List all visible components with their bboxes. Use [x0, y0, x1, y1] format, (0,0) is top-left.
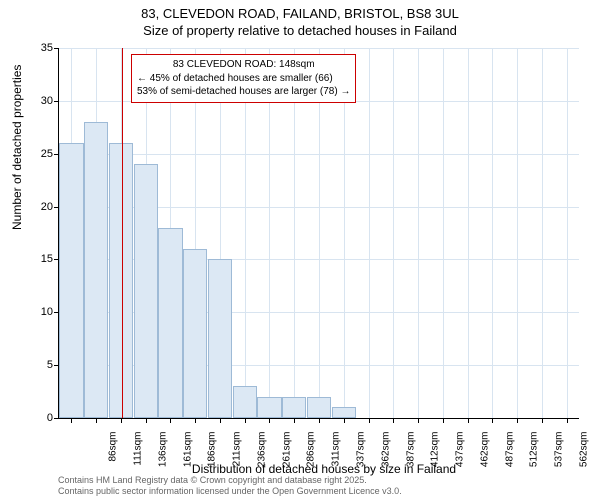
gridline-v: [492, 48, 493, 418]
gridline-v: [294, 48, 295, 418]
xtick-mark: [517, 418, 518, 423]
chart-area: 0510152025303586sqm111sqm136sqm161sqm186…: [58, 48, 578, 418]
gridline-v: [393, 48, 394, 418]
chart-container: 83, CLEVEDON ROAD, FAILAND, BRISTOL, BS8…: [0, 0, 600, 500]
xtick-mark: [170, 418, 171, 423]
xtick-mark: [443, 418, 444, 423]
bar: [158, 228, 182, 418]
xtick-mark: [96, 418, 97, 423]
gridline-v: [269, 48, 270, 418]
ytick-label: 5: [31, 359, 53, 371]
gridline-v: [443, 48, 444, 418]
ytick-label: 30: [31, 95, 53, 107]
xtick-mark: [369, 418, 370, 423]
bar: [233, 386, 257, 418]
annot-line3: 53% of semi-detached houses are larger (…: [137, 85, 350, 99]
bar: [332, 407, 356, 418]
xtick-mark: [269, 418, 270, 423]
annotation-box: 83 CLEVEDON ROAD: 148sqm← 45% of detache…: [131, 54, 356, 103]
gridline-v: [517, 48, 518, 418]
xtick-mark: [393, 418, 394, 423]
chart-title: 83, CLEVEDON ROAD, FAILAND, BRISTOL, BS8…: [0, 0, 600, 40]
xtick-mark: [245, 418, 246, 423]
ytick-label: 25: [31, 148, 53, 160]
ytick-label: 20: [31, 201, 53, 213]
ytick-mark: [54, 418, 59, 419]
footer-line2: Contains public sector information licen…: [58, 486, 402, 496]
gridline-v: [319, 48, 320, 418]
ytick-mark: [54, 101, 59, 102]
xtick-mark: [146, 418, 147, 423]
ytick-label: 15: [31, 253, 53, 265]
title-line1: 83, CLEVEDON ROAD, FAILAND, BRISTOL, BS8…: [141, 6, 459, 21]
xtick-mark: [71, 418, 72, 423]
gridline-v: [567, 48, 568, 418]
y-axis-label: Number of detached properties: [10, 65, 24, 230]
xtick-mark: [220, 418, 221, 423]
bar: [257, 397, 281, 418]
bar: [208, 259, 232, 418]
bar: [282, 397, 306, 418]
reference-line: [122, 48, 123, 418]
bar: [109, 143, 133, 418]
gridline-v: [418, 48, 419, 418]
xtick-mark: [542, 418, 543, 423]
xtick-mark: [418, 418, 419, 423]
gridline-v: [542, 48, 543, 418]
annot-line2: ← 45% of detached houses are smaller (66…: [137, 72, 350, 86]
ytick-label: 0: [31, 412, 53, 424]
bar: [134, 164, 158, 418]
xtick-mark: [195, 418, 196, 423]
footer-line1: Contains HM Land Registry data © Crown c…: [58, 475, 367, 485]
gridline-v: [468, 48, 469, 418]
ytick-mark: [54, 48, 59, 49]
xtick-mark: [294, 418, 295, 423]
bar: [307, 397, 331, 418]
ytick-label: 35: [31, 42, 53, 54]
xtick-mark: [344, 418, 345, 423]
bar: [59, 143, 83, 418]
bar: [84, 122, 108, 418]
xtick-mark: [492, 418, 493, 423]
annot-line1: 83 CLEVEDON ROAD: 148sqm: [137, 58, 350, 72]
gridline-v: [369, 48, 370, 418]
xtick-mark: [567, 418, 568, 423]
xtick-mark: [319, 418, 320, 423]
xtick-mark: [468, 418, 469, 423]
gridline-v: [344, 48, 345, 418]
plot-region: 0510152025303586sqm111sqm136sqm161sqm186…: [58, 48, 579, 419]
title-line2: Size of property relative to detached ho…: [143, 23, 457, 38]
ytick-label: 10: [31, 306, 53, 318]
chart-footer: Contains HM Land Registry data © Crown c…: [58, 475, 402, 498]
xtick-mark: [121, 418, 122, 423]
gridline-v: [245, 48, 246, 418]
bar: [183, 249, 207, 418]
